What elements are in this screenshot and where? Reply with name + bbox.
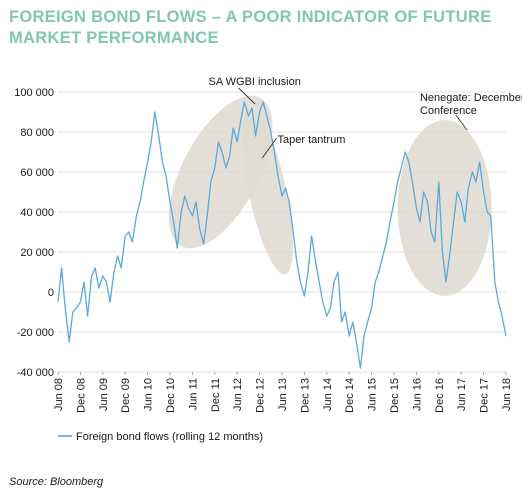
x-tick-label: Dec 14 [344,378,356,413]
legend: Foreign bond flows (rolling 12 months) [58,431,263,443]
y-tick-label: 60 000 [20,167,54,179]
x-tick-label: Jun 18 [501,378,513,411]
grid-layer [58,91,506,373]
annotation-leader [261,137,277,159]
x-tick-label: Dec 08 [75,378,87,413]
x-tick-label: Dec 16 [434,378,446,413]
x-tick-label: Jun 15 [367,378,379,411]
x-tick-label: Dec 17 [479,378,491,413]
y-tick-label: -20 000 [17,327,54,339]
highlight-ellipse-2 [242,109,294,275]
chart-title: FOREIGN BOND FLOWS – A POOR INDICATOR OF… [9,8,492,47]
x-tick-label: Jun 08 [53,378,65,411]
x-tick-label: Dec 10 [165,378,177,413]
x-tick-label: Dec 13 [299,378,311,413]
x-tick-label: Jun 13 [277,378,289,411]
x-tick-label: Jun 09 [98,378,110,411]
x-tick-label: Jun 14 [322,378,334,411]
x-tick-label: Dec 09 [120,378,132,413]
annotation-leader [238,87,256,105]
x-tick-label: Jun 10 [143,378,155,411]
y-tick-label: 20 000 [20,247,54,259]
series-line [57,101,507,369]
annotation-label: Nenegate: December 2017 [420,92,522,104]
annotation-label: Taper tantrum [278,134,346,146]
annotation-leader [455,114,468,131]
y-tick-label: 100 000 [14,87,54,99]
x-tick-label: Jun 12 [232,378,244,411]
y-tick-label: 0 [48,287,54,299]
y-axis: -40 000 -20 000 0 20 000 40 000 60 000 80 000 1… [14,87,54,379]
y-tick-label: -40 000 [17,367,54,379]
annotation-label: SA WGBI inclusion [209,76,301,88]
y-tick-label: 80 000 [20,127,54,139]
x-tick-label: Dec 15 [389,378,401,413]
annotation-layer: SA WGBI inclusion Taper tantrum Nenegate: … [209,76,522,159]
x-tick-label: Jun 16 [411,378,423,411]
legend-label: Foreign bond flows (rolling 12 months) [76,431,263,443]
x-tick-label: Dec 11 [210,378,222,412]
source-note: Source: Bloomberg [9,476,104,488]
x-tick-label: Jun 11 [187,378,199,410]
x-tick-label: Jun 17 [456,378,468,411]
x-tick-label: Dec 12 [255,378,267,413]
x-axis: Jun 08 Dec 08 Jun 09 Dec 09 Jun 10 Dec 10 Jun … [53,372,513,413]
y-tick-label: 40 000 [20,207,54,219]
annotation-label: Conference [420,105,477,117]
